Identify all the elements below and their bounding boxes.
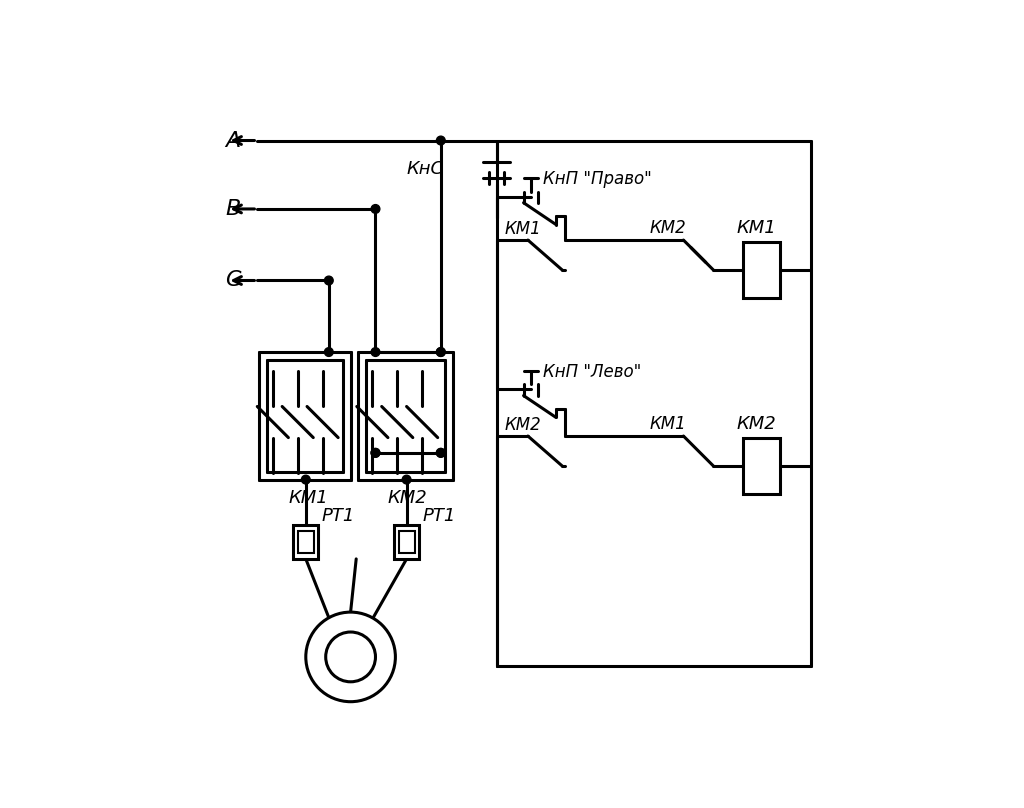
Text: B: B — [225, 199, 241, 219]
Text: КнС: КнС — [407, 159, 443, 178]
Circle shape — [436, 347, 445, 356]
Text: КМ1: КМ1 — [736, 219, 776, 238]
Bar — [298, 531, 314, 553]
Text: КнП "Лево": КнП "Лево" — [544, 363, 642, 381]
Bar — [742, 242, 780, 298]
Circle shape — [436, 448, 445, 457]
Circle shape — [371, 448, 380, 457]
Circle shape — [436, 448, 445, 457]
Circle shape — [325, 347, 333, 356]
Text: КМ2: КМ2 — [505, 416, 542, 434]
Circle shape — [371, 448, 380, 457]
Text: КнП "Право": КнП "Право" — [544, 170, 652, 188]
Bar — [394, 524, 419, 559]
Text: РТ1: РТ1 — [322, 507, 354, 524]
Text: КМ2: КМ2 — [388, 490, 428, 507]
Circle shape — [326, 632, 376, 682]
Circle shape — [306, 612, 395, 701]
Circle shape — [402, 475, 411, 484]
Text: A: A — [225, 131, 241, 150]
Text: C: C — [225, 271, 241, 291]
Text: КМ2: КМ2 — [649, 219, 686, 237]
Text: РТ1: РТ1 — [422, 507, 456, 524]
Bar — [293, 524, 318, 559]
Circle shape — [301, 475, 310, 484]
Circle shape — [371, 347, 380, 356]
Bar — [398, 531, 415, 553]
Text: КМ1: КМ1 — [649, 415, 686, 432]
Circle shape — [436, 347, 445, 356]
Text: М1: М1 — [337, 650, 364, 668]
Circle shape — [371, 204, 380, 213]
Circle shape — [325, 276, 333, 285]
Text: КМ1: КМ1 — [505, 220, 542, 238]
Circle shape — [436, 137, 445, 145]
Text: КМ2: КМ2 — [736, 415, 776, 433]
Text: КМ1: КМ1 — [289, 490, 328, 507]
Bar — [742, 438, 780, 494]
